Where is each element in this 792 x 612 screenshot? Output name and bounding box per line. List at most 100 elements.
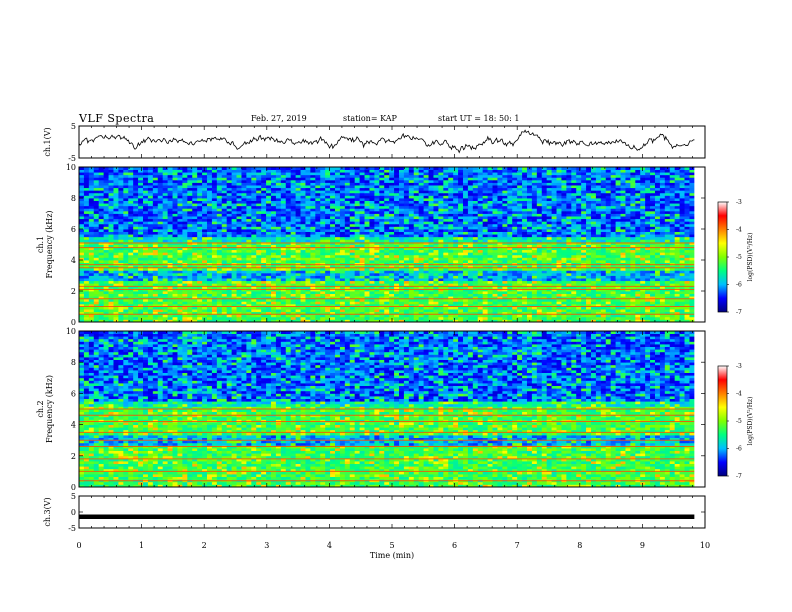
ch1-spectrogram-heatmap-cell <box>108 236 114 240</box>
ch1-spectrogram-heatmap-cell <box>517 306 523 310</box>
ch1-spectrogram-heatmap-cell <box>147 252 154 256</box>
ch1-spectrogram-heatmap-cell <box>472 236 479 240</box>
ch1-spectrogram-heatmap-cell <box>586 262 592 266</box>
ch1-spectrogram-heatmap-cell <box>472 303 479 307</box>
ch1-spectrogram-heatmap-cell <box>113 296 119 300</box>
ch1-spectrogram-heatmap-cell <box>482 239 488 243</box>
ch1-spectrogram-heatmap-cell <box>206 319 213 323</box>
ch1-spectrogram-heatmap-cell <box>561 280 567 284</box>
ch1-spectrogram-heatmap-cell <box>241 278 247 282</box>
ch1-spectrogram-heatmap-cell <box>605 309 612 313</box>
ch1-spectrogram-heatmap-cell <box>315 319 321 323</box>
ch1-spectrogram-heatmap-cell <box>231 296 237 300</box>
ch1-spectrogram-heatmap-cell <box>605 234 612 238</box>
ch1-spectrogram-heatmap-cell <box>177 283 183 287</box>
ch1-spectrogram-heatmap-cell <box>246 247 252 251</box>
ch1-spectrogram-heatmap-cell <box>595 231 602 235</box>
ch1-spectrogram-heatmap-cell <box>300 236 306 240</box>
ch1-spectrogram-heatmap-cell <box>497 319 503 323</box>
ch1-spectrogram-heatmap-cell <box>216 278 223 282</box>
ch1-spectrogram-heatmap-cell <box>108 231 114 235</box>
ch1-spectrogram-heatmap-cell <box>275 223 282 227</box>
ch1-spectrogram-heatmap-cell <box>566 226 572 230</box>
ch1-spectrogram-heatmap-cell <box>561 221 567 225</box>
ch1-spectrogram-heatmap-cell <box>674 301 680 305</box>
ch1-spectrogram-heatmap-cell <box>645 296 651 300</box>
ch1-spectrogram-heatmap-cell <box>590 223 597 227</box>
ch1-spectrogram-heatmap-cell <box>403 231 410 235</box>
ch1-spectrogram-heatmap-cell <box>413 272 420 276</box>
ch1-spectrogram-heatmap-cell <box>448 236 454 240</box>
ch1-spectrogram-heatmap-cell <box>261 257 267 261</box>
ch1-spectrogram-heatmap-cell <box>472 311 479 315</box>
ch1-spectrogram-heatmap-cell <box>684 301 690 305</box>
ch1-spectrogram-heatmap-cell <box>615 231 621 235</box>
ch1-spectrogram-heatmap-cell <box>172 280 178 284</box>
ch1-spectrogram-heatmap-cell <box>133 293 139 297</box>
ch1-spectrogram-heatmap-cell <box>123 309 129 313</box>
ch1-spectrogram-heatmap-cell <box>143 247 149 251</box>
ch1-spectrogram-heatmap-cell <box>689 301 695 305</box>
ch1-spectrogram-heatmap-cell <box>221 252 228 256</box>
ch1-spectrogram-heatmap-cell <box>369 221 375 225</box>
ch1-spectrogram-heatmap-cell <box>605 296 612 300</box>
ch1-spectrogram-heatmap-cell <box>556 285 562 289</box>
ch1-spectrogram-heatmap-cell <box>172 291 178 294</box>
ch1-spectrogram-heatmap-cell <box>453 280 459 284</box>
ch1-spectrogram-heatmap-cell <box>118 260 124 263</box>
ch1-spectrogram-heatmap-cell <box>270 278 277 282</box>
ch1-spectrogram-heatmap-cell <box>492 280 498 284</box>
ch1-spectrogram-heatmap-cell <box>330 236 336 240</box>
ch1-spectrogram-heatmap-cell <box>330 234 336 238</box>
ch1-spectrogram-heatmap-cell <box>275 260 282 263</box>
ch1-spectrogram-heatmap-cell <box>605 229 612 232</box>
ch1-spectrogram-heatmap-cell <box>211 239 218 243</box>
ch1-spectrogram-heatmap-cell <box>664 283 671 287</box>
ch1-spectrogram-heatmap-cell <box>354 319 360 323</box>
ch1-spectrogram-heatmap-cell <box>689 278 695 282</box>
ch1-spectrogram-heatmap-cell <box>216 280 223 284</box>
ch1-spectrogram-heatmap-cell <box>541 303 548 307</box>
ch1-spectrogram-heatmap-cell <box>320 249 326 253</box>
ch1-spectrogram-heatmap-cell <box>123 319 129 323</box>
ch1-spectrogram-heatmap-cell <box>635 249 641 253</box>
ch1-spectrogram-heatmap-cell <box>615 234 621 238</box>
ch1-spectrogram-heatmap-cell <box>462 309 469 313</box>
ch1-spectrogram-heatmap-cell <box>231 301 237 305</box>
ch1-spectrogram-heatmap-cell <box>595 278 602 282</box>
ch1-spectrogram-heatmap-cell <box>507 267 513 271</box>
ch1-spectrogram-heatmap-cell <box>236 280 242 284</box>
ch1-spectrogram-heatmap-cell <box>423 319 429 323</box>
ch1-spectrogram-heatmap-cell <box>605 236 612 240</box>
ch1-spectrogram-heatmap-cell <box>536 275 543 279</box>
ch1-spectrogram-heatmap-cell <box>615 293 621 297</box>
ch1-spectrogram-heatmap-cell <box>428 291 434 294</box>
ch1-spectrogram-heatmap-cell <box>615 267 621 271</box>
ch1-spectrogram-heatmap-cell <box>290 257 296 261</box>
ch1-spectrogram-heatmap-cell <box>369 280 375 284</box>
ch1-spectrogram-heatmap-cell <box>600 280 607 284</box>
ch1-spectrogram-heatmap-cell <box>251 226 257 230</box>
ch1-spectrogram-heatmap-cell <box>187 267 193 271</box>
ch1-spectrogram-heatmap-cell <box>581 309 587 313</box>
ch1-spectrogram-heatmap-cell <box>403 265 410 269</box>
ch1-spectrogram-heatmap-cell <box>664 272 671 276</box>
ch1-spectrogram-heatmap-cell <box>487 234 493 238</box>
ch1-spectrogram-heatmap-cell <box>143 283 149 287</box>
ch1-spectrogram-heatmap-cell <box>108 270 114 274</box>
ch1-spectrogram-heatmap-cell <box>187 226 193 230</box>
ch1-spectrogram-heatmap-cell <box>472 249 479 253</box>
ch1-spectrogram-heatmap-cell <box>206 229 213 232</box>
ch1-spectrogram-heatmap-cell <box>394 311 400 315</box>
ch1-spectrogram-heatmap-cell <box>93 231 100 235</box>
ch1-spectrogram-heatmap-cell <box>615 314 621 318</box>
ch1-spectrogram-heatmap-cell <box>487 285 493 289</box>
ch1-spectrogram-heatmap-cell <box>344 280 351 284</box>
ch1-spectrogram-heatmap-cell <box>507 311 513 315</box>
ch1-spectrogram-heatmap-cell <box>689 319 695 323</box>
ch1-spectrogram-heatmap-cell <box>310 280 316 284</box>
ch1-spectrogram-heatmap-cell <box>202 267 208 271</box>
ch1-spectrogram-heatmap-cell <box>221 262 228 266</box>
ch1-spectrogram-heatmap-cell <box>379 234 385 238</box>
ch1-spectrogram-heatmap-cell <box>202 309 208 313</box>
